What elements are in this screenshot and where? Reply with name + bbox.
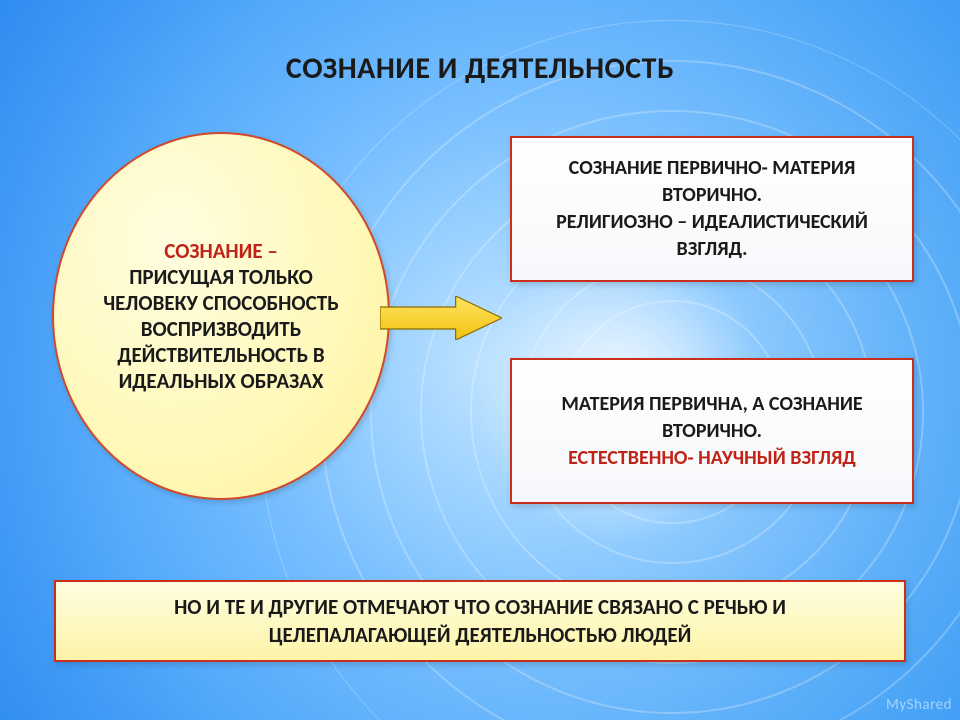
definition-body: ПРИСУЩАЯ ТОЛЬКО ЧЕЛОВЕКУ СПОСОБНОСТЬ ВОС… [103, 264, 339, 394]
footer-box: НО И ТЕ И ДРУГИЕ ОТМЕЧАЮТ ЧТО СОЗНАНИЕ С… [54, 580, 906, 662]
box2-label: ЕСТЕСТВЕННО- НАУЧНЫЙ ВЗГЛЯД [568, 446, 856, 470]
slide-root: СОЗНАНИЕ И ДЕЯТЕЛЬНОСТЬ СОЗНАНИЕ – ПРИСУ… [0, 0, 960, 720]
definition-ellipse: СОЗНАНИЕ – ПРИСУЩАЯ ТОЛЬКО ЧЕЛОВЕКУ СПОС… [52, 132, 390, 500]
view-box-idealist: СОЗНАНИЕ ПЕРВИЧНО- МАТЕРИЯ ВТОРИЧНО. РЕЛ… [510, 136, 914, 282]
box1-label: РЕЛИГИОЗНО – ИДЕАЛИСТИЧЕСКИЙ ВЗГЛЯД. [556, 210, 868, 261]
definition-term: СОЗНАНИЕ – [164, 238, 278, 264]
view-box-scientific: МАТЕРИЯ ПЕРВИЧНА, А СОЗНАНИЕ ВТОРИЧНО. Е… [510, 358, 914, 504]
box1-statement: СОЗНАНИЕ ПЕРВИЧНО- МАТЕРИЯ ВТОРИЧНО. [569, 156, 856, 207]
box2-statement: МАТЕРИЯ ПЕРВИЧНА, А СОЗНАНИЕ ВТОРИЧНО. [561, 392, 862, 443]
slide-title: СОЗНАНИЕ И ДЕЯТЕЛЬНОСТЬ [0, 50, 960, 87]
watermark: MyShared [886, 696, 952, 714]
arrow-right-icon [380, 296, 502, 340]
